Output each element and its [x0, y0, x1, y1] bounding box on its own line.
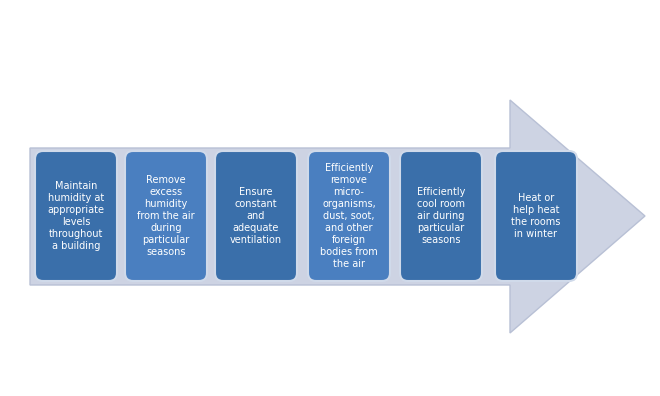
Text: Maintain
humidity at
appropriate
levels
throughout
a building: Maintain humidity at appropriate levels … [48, 181, 104, 251]
FancyBboxPatch shape [308, 151, 390, 281]
FancyBboxPatch shape [400, 151, 482, 281]
FancyBboxPatch shape [125, 151, 207, 281]
Polygon shape [30, 100, 645, 333]
FancyBboxPatch shape [215, 151, 297, 281]
Text: Heat or
help heat
the rooms
in winter: Heat or help heat the rooms in winter [512, 193, 561, 239]
Text: Efficiently
remove
micro-
organisms,
dust, soot,
and other
foreign
bodies from
t: Efficiently remove micro- organisms, dus… [320, 163, 378, 269]
Text: Efficiently
cool room
air during
particular
seasons: Efficiently cool room air during particu… [417, 187, 465, 245]
Text: Remove
excess
humidity
from the air
during
particular
seasons: Remove excess humidity from the air duri… [137, 175, 195, 257]
FancyBboxPatch shape [35, 151, 117, 281]
Text: Ensure
constant
and
adequate
ventilation: Ensure constant and adequate ventilation [230, 187, 282, 245]
FancyBboxPatch shape [495, 151, 577, 281]
